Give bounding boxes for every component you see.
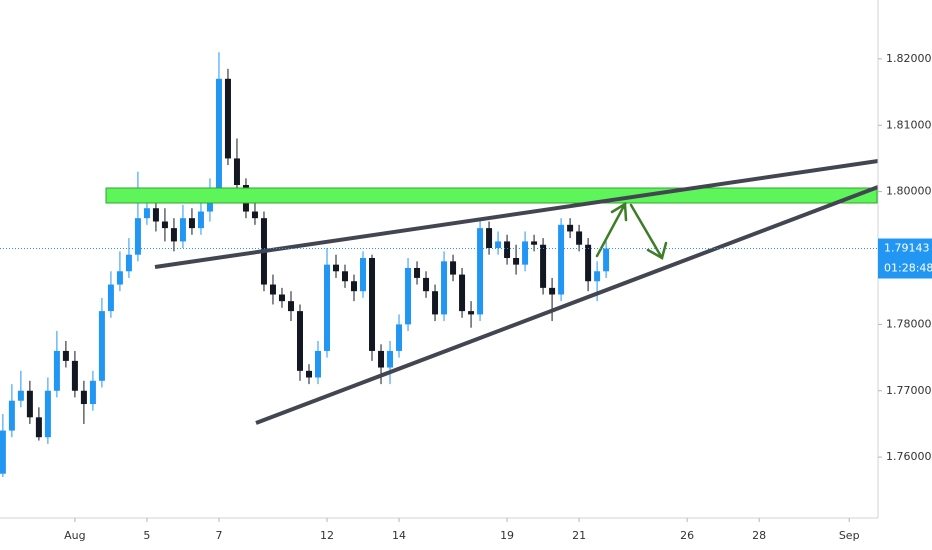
x-tick-label: 7 — [215, 529, 222, 542]
candle-body — [269, 284, 276, 295]
candle-body — [188, 218, 195, 229]
candle-body — [17, 390, 24, 401]
candle-body — [314, 350, 321, 378]
candle-body — [125, 254, 132, 272]
x-tick-label: 28 — [752, 529, 766, 542]
candle-body — [405, 267, 412, 325]
candle-body — [35, 417, 42, 438]
arrow-head — [610, 201, 628, 222]
candle-body — [107, 284, 114, 312]
candle-body — [134, 218, 141, 255]
candle-body — [0, 430, 6, 474]
candle-body — [215, 78, 222, 192]
candle-body — [522, 241, 529, 265]
candle-body — [549, 287, 556, 295]
candle-body — [387, 350, 394, 368]
x-tick-label: 12 — [320, 529, 334, 542]
y-tick-label: 1.82000 — [886, 52, 932, 65]
candle-body — [179, 218, 186, 242]
candle-body — [396, 324, 403, 351]
candle-body — [468, 311, 475, 315]
candle-body — [531, 241, 538, 245]
candle-body — [170, 228, 177, 242]
candle-body — [423, 277, 430, 292]
candle-body — [161, 221, 168, 229]
candle-body — [342, 271, 349, 282]
x-tick-label: Aug — [64, 529, 85, 542]
candle-body — [323, 264, 330, 351]
x-tick-label: 26 — [680, 529, 694, 542]
last-price-box — [878, 238, 932, 259]
candle-body — [486, 228, 493, 249]
candles — [0, 52, 610, 478]
candle-body — [98, 311, 105, 381]
candle-body — [477, 228, 484, 315]
countdown-box — [878, 258, 932, 279]
candle-body — [495, 241, 502, 249]
resistance-zone — [105, 187, 878, 204]
candle-body — [71, 360, 78, 391]
candle-body — [62, 350, 69, 361]
x-tick-label: 21 — [572, 529, 586, 542]
candle-body — [278, 294, 285, 302]
y-tick-label: 1.77000 — [886, 384, 932, 397]
candle-body — [513, 258, 520, 265]
candle-body — [143, 208, 150, 219]
candle-body — [224, 78, 231, 159]
arrow-head — [646, 241, 668, 260]
y-tick-label: 1.78000 — [886, 317, 932, 330]
trend-line — [154, 159, 879, 269]
candle-body — [603, 248, 610, 272]
y-tick-label: 1.80000 — [886, 185, 932, 198]
axes: 1.760001.770001.780001.790001.800001.810… — [0, 52, 932, 542]
candle-body — [233, 158, 240, 185]
candle-body — [333, 264, 340, 272]
candle-body — [594, 271, 601, 282]
candle-body — [197, 211, 204, 229]
candle-body — [8, 400, 15, 431]
candle-body — [287, 301, 294, 312]
candle-body — [378, 350, 385, 368]
candle-body — [44, 390, 51, 438]
candle-body — [369, 258, 376, 351]
last-price-label: 1.79143 — [884, 242, 930, 255]
drawings — [105, 159, 879, 425]
candle-body — [152, 208, 159, 222]
candle-body — [459, 274, 466, 312]
candle-body — [89, 380, 96, 405]
candle-body — [360, 258, 367, 292]
candle-body — [296, 311, 303, 371]
candle-body — [116, 271, 123, 285]
candle-body — [441, 261, 448, 315]
candle-body — [504, 241, 511, 259]
y-tick-label: 1.81000 — [886, 118, 932, 131]
candle-body — [558, 224, 565, 295]
candle-body — [351, 281, 358, 292]
candle-body — [585, 244, 592, 282]
x-tick-label: 14 — [392, 529, 406, 542]
candle-body — [567, 224, 574, 232]
candle-body — [80, 390, 87, 405]
candle-body — [53, 350, 60, 391]
candle-body — [305, 370, 312, 378]
arrows — [595, 201, 668, 260]
candle-body — [251, 211, 258, 219]
arrow-up — [595, 202, 627, 258]
countdown-label: 01:28:48 — [884, 262, 932, 275]
x-tick-label: 5 — [143, 529, 150, 542]
trend-line — [255, 185, 879, 425]
arrow-down — [629, 203, 664, 260]
candle-body — [26, 390, 33, 418]
y-tick-label: 1.76000 — [886, 450, 932, 463]
candle-body — [576, 231, 583, 245]
candle-body — [414, 267, 421, 278]
x-tick-label: Sep — [839, 529, 860, 542]
x-tick-label: 19 — [500, 529, 514, 542]
candle-body — [432, 291, 439, 315]
candle-body — [540, 244, 547, 288]
candle-body — [450, 261, 457, 275]
